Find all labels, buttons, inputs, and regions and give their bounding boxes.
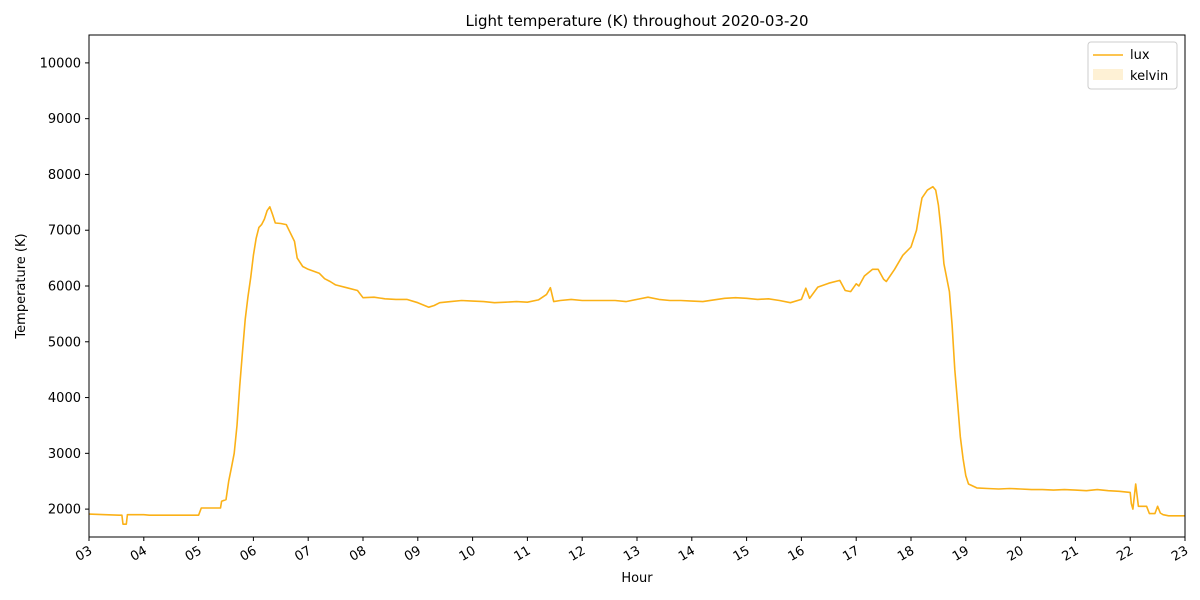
x-axis: 03 04 05 06 07 08 09 10 11 12 13 14 15 16 17 18 19 20 21 22… — [73, 537, 1191, 565]
x-tick-label: 21 — [1060, 543, 1082, 564]
x-tick-label: 15 — [731, 543, 753, 564]
y-tick-label: 2000 — [48, 503, 81, 518]
legend-swatch-kelvin — [1093, 69, 1123, 80]
y-tick-label: 4000 — [48, 391, 81, 406]
x-tick-label: 10 — [457, 543, 479, 564]
x-tick-label: 14 — [676, 543, 698, 564]
x-tick-label: 07 — [292, 543, 314, 564]
x-tick-label: 23 — [1169, 543, 1191, 564]
y-tick-label: 10000 — [40, 56, 81, 71]
plot-frame — [88, 34, 1186, 538]
x-tick-label: 06 — [238, 543, 260, 564]
x-tick-label: 11 — [512, 543, 534, 564]
x-tick-label: 19 — [950, 543, 972, 564]
legend: lux kelvin — [1087, 41, 1178, 90]
x-tick-label: 08 — [347, 543, 369, 564]
x-tick-label: 03 — [73, 543, 95, 564]
y-tick-label: 5000 — [48, 335, 81, 350]
x-tick-label: 13 — [621, 543, 643, 564]
x-tick-label: 17 — [840, 543, 862, 564]
x-tick-label: 20 — [1005, 543, 1027, 564]
y-tick-label: 9000 — [48, 112, 81, 127]
x-tick-label: 16 — [786, 543, 808, 564]
x-tick-label: 22 — [1114, 543, 1136, 564]
y-tick-label: 3000 — [48, 447, 81, 462]
y-tick-label: 8000 — [48, 168, 81, 183]
legend-label-lux: lux — [1130, 48, 1150, 63]
x-tick-label: 05 — [183, 543, 205, 564]
legend-box — [1087, 41, 1178, 90]
series-line-lux — [88, 185, 1185, 525]
plot-area — [88, 185, 1185, 525]
x-axis-label: Hour — [621, 571, 653, 586]
x-tick-label: 04 — [128, 543, 150, 564]
y-axis: 2000 3000 4000 5000 6000 7000 8000 9000 10000 — [40, 56, 89, 518]
x-tick-label: 09 — [402, 543, 424, 564]
chart-title: Light temperature (K) throughout 2020-03… — [465, 12, 808, 30]
y-tick-label: 6000 — [48, 280, 81, 295]
y-axis-label: Temperature (K) — [14, 233, 29, 339]
x-tick-label: 12 — [566, 543, 588, 564]
y-tick-label: 7000 — [48, 224, 81, 239]
x-tick-label: 18 — [895, 543, 917, 564]
legend-label-kelvin: kelvin — [1130, 69, 1168, 84]
